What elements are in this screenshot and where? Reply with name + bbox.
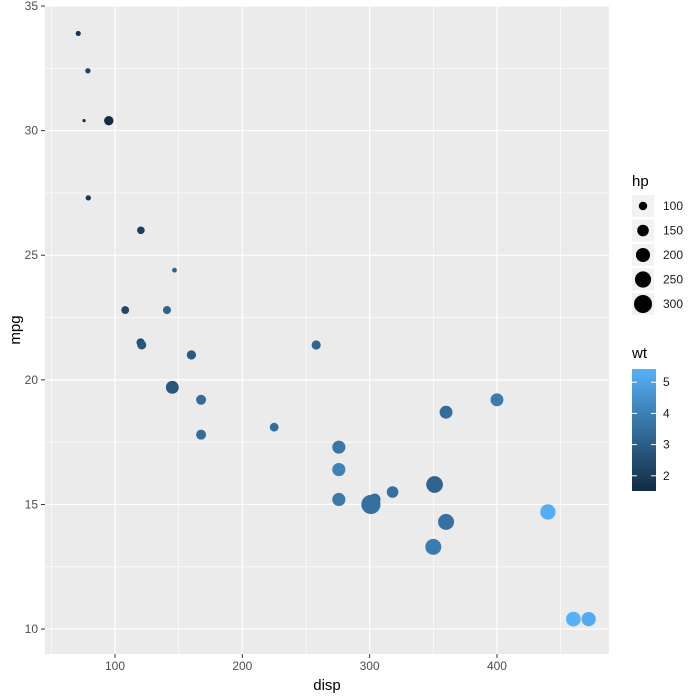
data-point xyxy=(121,306,130,315)
color-legend-label: 3 xyxy=(663,438,670,452)
data-point xyxy=(137,340,147,350)
y-tick-label: 15 xyxy=(25,497,39,511)
x-axis-ticks: 100 200 300 400 xyxy=(105,654,507,673)
y-tick-label: 30 xyxy=(25,124,39,138)
data-point xyxy=(162,306,171,315)
color-legend-label: 2 xyxy=(663,469,670,483)
size-legend-key-dot xyxy=(634,271,652,288)
size-legend-label: 100 xyxy=(663,199,683,213)
y-axis-ticks: 10 15 20 25 30 35 xyxy=(25,0,45,636)
data-point xyxy=(104,115,114,126)
major-gridlines xyxy=(45,5,609,654)
data-point xyxy=(332,440,346,454)
y-tick-label: 20 xyxy=(25,373,39,387)
data-point xyxy=(332,492,346,507)
x-axis-title: disp xyxy=(313,677,341,694)
size-legend-label: 300 xyxy=(663,297,683,311)
x-tick-label: 400 xyxy=(487,659,507,673)
x-tick-label: 300 xyxy=(360,659,380,673)
data-point xyxy=(196,429,207,440)
data-point xyxy=(386,486,399,498)
size-legend-key-dot xyxy=(638,201,648,211)
data-point xyxy=(438,513,455,530)
size-legend-label: 250 xyxy=(663,273,683,287)
data-point xyxy=(186,350,196,360)
color-legend-title: wt xyxy=(631,345,648,362)
data-point xyxy=(425,538,442,555)
minor-gridlines xyxy=(45,6,609,654)
data-point xyxy=(85,195,91,201)
data-point xyxy=(490,393,504,407)
data-point xyxy=(565,611,581,627)
data-point xyxy=(85,68,91,74)
data-point xyxy=(75,30,81,36)
data-point xyxy=(269,422,279,432)
color-legend: wt 2 3 4 5 xyxy=(631,345,670,491)
data-point xyxy=(581,611,596,627)
data-point xyxy=(137,226,145,235)
data-point xyxy=(172,267,177,273)
data-point xyxy=(361,494,381,515)
data-point xyxy=(196,394,207,405)
y-tick-label: 10 xyxy=(25,622,39,636)
x-tick-label: 100 xyxy=(105,659,125,673)
color-legend-bar xyxy=(632,369,656,491)
y-tick-label: 35 xyxy=(25,0,39,13)
data-point xyxy=(332,463,346,477)
data-point xyxy=(540,504,556,520)
data-point xyxy=(426,476,443,493)
color-legend-label: 5 xyxy=(663,375,670,389)
size-legend-key-dot xyxy=(635,247,651,263)
data-point xyxy=(82,119,86,123)
data-points xyxy=(75,30,596,627)
plot-panel xyxy=(45,6,609,654)
x-tick-label: 200 xyxy=(232,659,252,673)
color-legend-label: 4 xyxy=(663,406,670,420)
y-tick-label: 25 xyxy=(25,248,39,262)
size-legend-keys: 100 150 200 250 300 xyxy=(632,195,683,315)
color-legend-ticks: 2 3 4 5 xyxy=(632,375,670,483)
y-axis-title: mpg xyxy=(7,315,24,344)
data-point xyxy=(165,380,179,394)
size-legend: hp 100 150 200 250 300 xyxy=(632,173,683,315)
data-point xyxy=(439,405,453,419)
size-legend-label: 150 xyxy=(663,224,683,238)
size-legend-key-dot xyxy=(637,224,649,237)
size-legend-key-dot xyxy=(633,294,653,314)
size-legend-label: 200 xyxy=(663,248,683,262)
data-point xyxy=(311,340,321,350)
size-legend-title: hp xyxy=(632,173,649,190)
